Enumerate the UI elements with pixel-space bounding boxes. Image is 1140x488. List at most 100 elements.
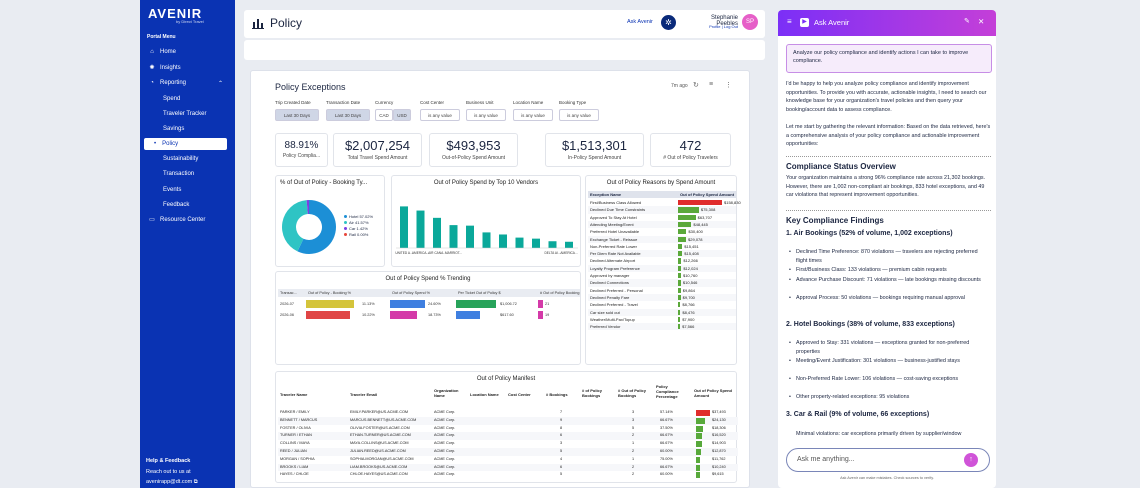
- currency-cad-toggle[interactable]: CAD: [375, 109, 393, 121]
- ask-avenir-icon[interactable]: ✲: [661, 15, 676, 30]
- reason-bar: [678, 294, 681, 301]
- compliance-pct: 57.14%: [660, 410, 673, 414]
- sidebar-item-events[interactable]: Events: [144, 184, 227, 196]
- sidebar-item-reporting[interactable]: ◔ Reporting ⌃: [144, 77, 227, 89]
- business-unit-filter[interactable]: is any value: [466, 109, 506, 121]
- avatar[interactable]: SP: [742, 14, 758, 30]
- column-header: Out of Policy Spend %: [392, 291, 430, 295]
- reason-name: Approved by manager: [590, 273, 630, 278]
- per-ticket-bar: [456, 311, 481, 319]
- column-header: Out of Policy - Booking %: [308, 291, 352, 295]
- reason-value: $15,408: [684, 251, 699, 257]
- sidebar-item-traveler-tracker[interactable]: Traveler Tracker: [144, 108, 227, 120]
- out-of-policy-count: 1: [632, 441, 635, 446]
- column-header: Exception Name: [590, 192, 622, 197]
- spend-amount: $24,130: [712, 417, 726, 422]
- sidebar-item-transaction[interactable]: Transaction: [144, 168, 227, 180]
- sidebar-item-spend[interactable]: Spend: [144, 93, 227, 105]
- trip-created-date-filter[interactable]: Last 30 Days: [275, 109, 319, 121]
- vendor-bar: [433, 217, 441, 248]
- copy-icon[interactable]: ⧉: [193, 479, 198, 485]
- reason-row: Approved To Stay At Hotel $63,707: [588, 214, 736, 221]
- sidebar-item-feedback[interactable]: Feedback: [144, 199, 227, 211]
- out-of-policy-count: 3: [632, 417, 635, 422]
- sidebar-item-savings[interactable]: Savings: [144, 123, 227, 135]
- insights-icon: ✺: [149, 65, 155, 71]
- avenir-logo[interactable]: AVENIR: [148, 6, 203, 21]
- reason-value: $7,900: [682, 316, 695, 322]
- cost-center-filter[interactable]: is any value: [420, 109, 460, 121]
- vendor-bar: [400, 206, 408, 248]
- profile-logout-links[interactable]: Profile | Log Out: [709, 24, 738, 29]
- sidebar-item-sustainability[interactable]: Sustainability: [144, 153, 227, 165]
- booking-count-value: 21: [545, 302, 550, 306]
- reason-value: $12,266: [683, 258, 698, 264]
- vendor-bar: [466, 225, 474, 248]
- table-row: TURNER / ETHAN ETHAN.TURNER@US.ACME.COM AC…: [278, 432, 738, 441]
- reason-bar: [678, 229, 687, 235]
- filter-label: Booking Type: [559, 100, 587, 105]
- traveler-email: LIAM.BROOKS@US.ACME.COM: [350, 464, 408, 469]
- vendor-bar: [565, 241, 573, 248]
- new-chat-icon[interactable]: ✎: [964, 18, 970, 25]
- organization-name: ACME Corp.: [434, 456, 456, 461]
- vendor-label: AMERICA...: [560, 251, 577, 255]
- organization-name: ACME Corp.: [434, 433, 456, 438]
- assistant-intro-2: Let me start by gathering the relevant i…: [786, 124, 991, 148]
- sidebar-item-policy[interactable]: • Policy: [144, 138, 227, 150]
- sidebar-item-label: Sustainability: [163, 156, 199, 162]
- more-options-icon[interactable]: ⋮: [725, 82, 732, 89]
- page-header: Policy Ask Avenir ✲ Stephanie Peebles Pr…: [244, 10, 765, 38]
- legend-swatch: [344, 233, 347, 236]
- vendor-label: DELTA AI...: [545, 251, 561, 255]
- column-header: Policy Compliance Percentage: [656, 384, 679, 399]
- column-header: # Out of Policy Bookings: [618, 388, 647, 398]
- column-header: # Out of Policy Booking: [540, 291, 580, 295]
- sidebar-item-label: Reporting: [160, 80, 187, 86]
- table-row: HAYES / CHLOE CHLOE.HAYES@US.ACME.COM ACME…: [278, 471, 738, 479]
- finding-item: Advance Purchase Discount: 71 violations…: [789, 276, 988, 285]
- home-icon: ⌂: [150, 49, 154, 55]
- traveler-email: MARCUS.BENNETT@US.ACME.COM: [350, 417, 417, 422]
- transaction-date-filter[interactable]: Last 30 Days: [326, 109, 370, 121]
- reason-row: Per Diem Rate Not Available $15,408: [588, 250, 736, 258]
- table-row: FOSTER / OLIVIA OLIVIA.FOSTER@US.ACME.COM…: [278, 425, 738, 433]
- finding-item: Approval Process: 50 violations — bookin…: [789, 294, 988, 303]
- manifest-panel: Out of Policy Manifest Traveler Name Tra…: [275, 371, 738, 483]
- filter-icon[interactable]: ≡: [709, 81, 714, 88]
- overview-heading: Compliance Status Overview: [786, 162, 896, 171]
- sidebar-item-home[interactable]: ⌂ Home: [144, 46, 227, 58]
- refresh-icon[interactable]: ↻: [693, 82, 699, 89]
- booking-type-filter[interactable]: is any value: [559, 109, 599, 121]
- chat-input[interactable]: Ask me anything...: [786, 448, 990, 472]
- reason-row: Declined Penalty Fare $9,700: [588, 293, 736, 302]
- currency-usd-toggle[interactable]: USD: [393, 109, 411, 121]
- organization-name: ACME Corp.: [434, 410, 456, 414]
- close-icon[interactable]: ✕: [978, 17, 985, 26]
- location-name-filter[interactable]: is any value: [513, 109, 553, 121]
- sidebar-item-resource-center[interactable]: ▭ Resource Center: [144, 214, 227, 226]
- chart-title: Out of Policy Spend % Trending: [385, 276, 471, 282]
- pie-slice: [306, 200, 309, 215]
- send-button[interactable]: ↑: [964, 453, 978, 467]
- legend-entry: Air 41.57%: [344, 220, 373, 226]
- booking-count-bar: [538, 311, 543, 319]
- kpi-label: Out-of-Policy Spend Amount: [441, 155, 506, 161]
- reason-bar: [678, 207, 699, 213]
- out-of-policy-count: 3: [632, 410, 635, 414]
- spend-pct-value: 18.73%: [428, 313, 441, 317]
- avenir-chat-icon: ▶: [800, 18, 809, 27]
- ask-avenir-button[interactable]: Ask Avenir: [627, 19, 653, 25]
- sidebar-item-insights[interactable]: ✺ Insights: [144, 62, 227, 74]
- reason-name: Preferred Hotel Unavailable: [590, 229, 640, 235]
- spend-bar: [696, 410, 710, 416]
- sidebar-item-label: Savings: [163, 126, 185, 132]
- reason-bar: [678, 243, 683, 250]
- booking-count-value: 19: [545, 313, 550, 317]
- help-email-link[interactable]: avenirapp@dt.com ⧉: [146, 479, 198, 486]
- bookings-count: 5: [560, 449, 563, 453]
- reason-name: Declined Alternate Airport: [590, 258, 636, 264]
- menu-icon[interactable]: ≡: [787, 17, 792, 26]
- table-row: BROOKS / LIAM LIAM.BROOKS@US.ACME.COM ACME…: [278, 463, 738, 472]
- reason-row: Approved by manager $10,760: [588, 272, 736, 279]
